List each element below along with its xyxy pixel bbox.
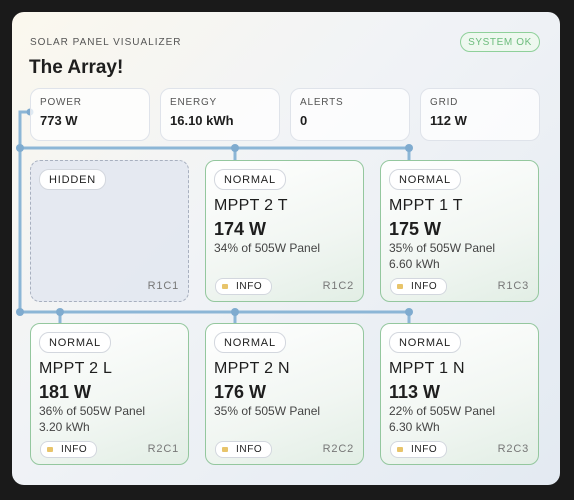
info-button[interactable]: INFO	[215, 278, 273, 295]
panel-detail: 36% of 505W Panel	[39, 404, 146, 418]
stat-box: ALERTS 0	[290, 88, 410, 141]
info-label: INFO	[236, 444, 263, 455]
info-label: INFO	[236, 281, 263, 292]
panel-card: NORMAL MPPT 2 L 181 W 36% of 505W Panel 3.20…	[30, 323, 189, 465]
app-subtitle: SOLAR PANEL VISUALIZER	[30, 37, 182, 48]
info-button[interactable]: INFO	[215, 441, 273, 458]
stat-label: ALERTS	[300, 97, 344, 108]
panel-energy: 3.20 kWh	[39, 420, 90, 434]
stat-value: 112 W	[430, 113, 467, 128]
panel-card: NORMAL MPPT 2 T 174 W 34% of 505W Panel INFO…	[205, 160, 364, 302]
panel-card: NORMAL MPPT 1 N 113 W 22% of 505W Panel 6.30…	[380, 323, 539, 465]
info-button[interactable]: INFO	[40, 441, 98, 458]
stat-value: 773 W	[40, 113, 78, 128]
panel-id: R2C2	[322, 443, 354, 455]
panel-name: MPPT 2 T	[214, 197, 288, 214]
stat-value: 16.10 kWh	[170, 113, 234, 128]
panel-status: NORMAL	[39, 332, 111, 353]
panel-card: HIDDEN R1C1	[30, 160, 189, 302]
panel-id: R1C3	[497, 280, 529, 292]
panel-power: 174 W	[214, 219, 267, 239]
stat-label: ENERGY	[170, 97, 218, 108]
panel-status: NORMAL	[214, 169, 286, 190]
info-label: INFO	[411, 281, 438, 292]
stat-label: GRID	[430, 97, 459, 108]
panel-card: NORMAL MPPT 1 T 175 W 35% of 505W Panel 6.60…	[380, 160, 539, 302]
stat-box: ENERGY 16.10 kWh	[160, 88, 280, 141]
stat-box: POWER 773 W	[30, 88, 150, 141]
panel-power: 175 W	[389, 219, 442, 239]
panel-detail: 22% of 505W Panel	[389, 404, 496, 418]
panel-name: MPPT 1 T	[389, 197, 463, 214]
stat-box: GRID 112 W	[420, 88, 540, 141]
panel-name: MPPT 1 N	[389, 360, 465, 377]
panel-card: NORMAL MPPT 2 N 176 W 35% of 505W Panel INFO…	[205, 323, 364, 465]
panel-power: 176 W	[214, 382, 267, 402]
panel-id: R2C1	[147, 443, 179, 455]
panel-detail: 35% of 505W Panel	[389, 241, 496, 255]
info-label: INFO	[61, 444, 88, 455]
panel-status: NORMAL	[389, 169, 461, 190]
panel-energy: 6.60 kWh	[389, 257, 440, 271]
info-label: INFO	[411, 444, 438, 455]
panel-status: NORMAL	[214, 332, 286, 353]
card: SOLAR PANEL VISUALIZER The Array! SYSTEM…	[12, 12, 560, 485]
stat-label: POWER	[40, 97, 82, 108]
panel-detail: 34% of 505W Panel	[214, 241, 321, 255]
panel-name: MPPT 2 N	[214, 360, 290, 377]
panel-power: 113 W	[389, 382, 441, 402]
panel-energy: 6.30 kWh	[389, 420, 440, 434]
panel-name: MPPT 2 L	[39, 360, 113, 377]
info-button[interactable]: INFO	[390, 278, 448, 295]
panel-id: R2C3	[497, 443, 529, 455]
info-icon	[47, 447, 53, 452]
info-icon	[397, 284, 403, 289]
panel-detail: 35% of 505W Panel	[214, 404, 321, 418]
info-icon	[222, 447, 228, 452]
wiring	[16, 108, 413, 323]
panel-id: R1C2	[322, 280, 354, 292]
status-badge: SYSTEM OK	[460, 32, 540, 52]
info-icon	[222, 284, 228, 289]
panel-status: NORMAL	[389, 332, 461, 353]
panel-power: 181 W	[39, 382, 92, 402]
info-icon	[397, 447, 403, 452]
app-title: The Array!	[29, 57, 124, 78]
info-button[interactable]: INFO	[390, 441, 448, 458]
panel-id: R1C1	[147, 280, 179, 292]
panel-status: HIDDEN	[39, 169, 106, 190]
stat-value: 0	[300, 113, 308, 128]
